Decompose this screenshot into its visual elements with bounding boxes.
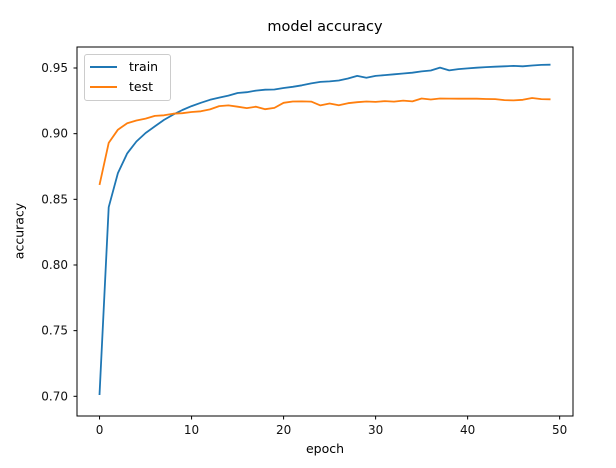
legend-label-test: test (129, 78, 154, 94)
x-tick-label: 0 (96, 423, 104, 437)
test-line (98, 97, 551, 186)
x-tick-label: 20 (276, 423, 291, 437)
legend-box: train test (84, 54, 171, 101)
legend-label-train: train (129, 58, 159, 74)
test-line-swatch (90, 86, 117, 88)
x-tick-label: 40 (460, 423, 475, 437)
y-tick-label: 0.80 (41, 258, 68, 272)
y-tick-label: 0.70 (41, 389, 68, 403)
x-axis-label: epoch (305, 441, 345, 456)
y-tick-label: 0.75 (41, 324, 68, 338)
y-axis-label: accuracy (11, 202, 27, 260)
y-tick-label: 0.85 (41, 192, 68, 206)
x-tick-label: 10 (184, 423, 199, 437)
legend-item-train: train (90, 57, 170, 77)
y-tick-label: 0.95 (41, 61, 68, 75)
train-line-swatch (90, 66, 117, 68)
legend-item-test: test (90, 77, 170, 97)
x-tick-label: 30 (368, 423, 383, 437)
y-tick-label: 0.90 (41, 127, 68, 141)
x-tick-label: 50 (552, 423, 567, 437)
plot-area (76, 46, 574, 417)
chart-title: model accuracy (267, 19, 383, 35)
